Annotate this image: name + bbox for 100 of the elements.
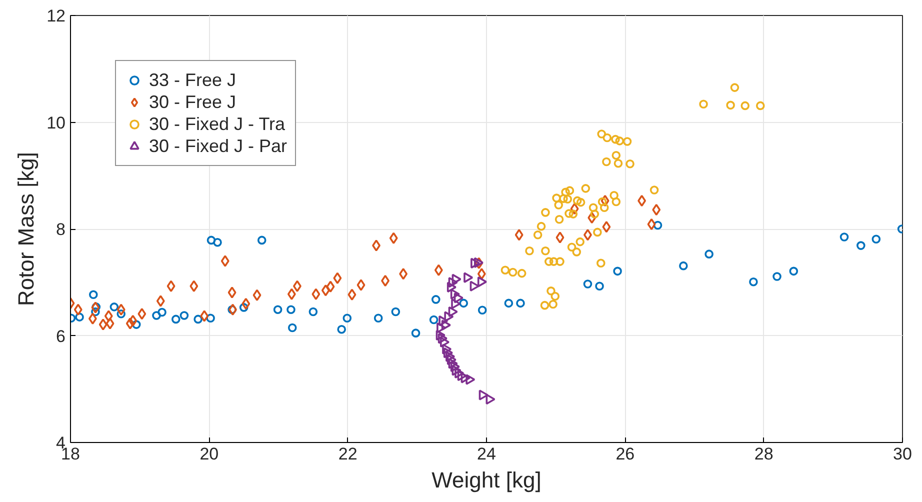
point [429,315,438,324]
point [612,150,621,160]
point [546,286,556,296]
point [75,312,84,322]
point [460,372,470,384]
point [486,394,496,405]
point [544,257,554,266]
point [326,280,335,293]
point [321,284,330,296]
point [438,315,448,326]
point [239,303,248,312]
point [470,280,480,292]
point [273,305,282,314]
point [312,288,320,300]
point [440,336,450,348]
point [381,274,390,287]
point [514,228,524,241]
point [213,238,222,247]
point [653,220,662,230]
point [166,280,176,292]
legend-label: 30 - Free J [149,91,236,113]
point [450,288,460,300]
point [200,310,209,322]
point [470,258,480,269]
point [88,312,97,325]
point [116,304,126,316]
point [333,272,342,284]
point [550,292,560,301]
point [622,137,632,146]
point [228,286,236,298]
point [614,158,623,168]
point [389,232,398,244]
point [356,279,366,291]
point [88,290,98,300]
point [446,282,457,293]
point [206,314,215,323]
point [541,246,550,256]
point [411,328,420,338]
point [288,323,297,332]
point [576,198,586,207]
point [581,184,590,193]
point [740,101,750,110]
point [570,202,579,215]
point [610,190,618,200]
y-tick-label: 10 [46,113,66,132]
point [611,134,620,144]
point [554,200,564,210]
point [533,230,542,240]
point [556,232,564,244]
point [583,280,592,288]
point [730,83,740,92]
point [448,306,458,318]
point [595,282,604,291]
point [704,250,714,258]
point [106,318,114,330]
point [438,333,448,344]
point [559,194,568,203]
point [593,228,602,237]
point [399,268,408,280]
point [206,236,216,245]
point [602,220,611,233]
point [110,302,119,312]
point [540,300,550,310]
point [477,268,486,280]
point [638,194,646,207]
point [588,203,598,212]
point [391,307,400,316]
y-tick-label: 6 [56,326,66,346]
x-tick-label: 24 [477,444,496,464]
point [508,268,518,277]
point [516,298,525,308]
point [292,280,302,292]
point [452,365,462,376]
point [749,277,758,286]
point [572,248,582,256]
point [442,344,452,354]
legend-label: 33 - Free J [149,69,236,91]
point [436,330,446,341]
x-tick-label: 20 [200,444,219,464]
point [138,308,146,320]
point [450,361,460,372]
legend-label: 30 - Fixed J - Par [149,135,288,157]
y-axis-title: Rotor Mass [kg] [14,152,39,306]
point [615,136,624,146]
point [590,210,600,218]
point [650,186,659,194]
point [554,215,564,224]
point [132,320,141,329]
point [652,204,661,216]
point [602,157,611,166]
y-tick-label: 8 [56,220,66,239]
point [626,159,634,168]
point [477,276,488,288]
point [180,311,189,320]
point [431,295,440,304]
point [561,188,570,197]
point [564,209,574,218]
point [478,390,488,400]
point [171,314,180,324]
point [158,308,166,317]
